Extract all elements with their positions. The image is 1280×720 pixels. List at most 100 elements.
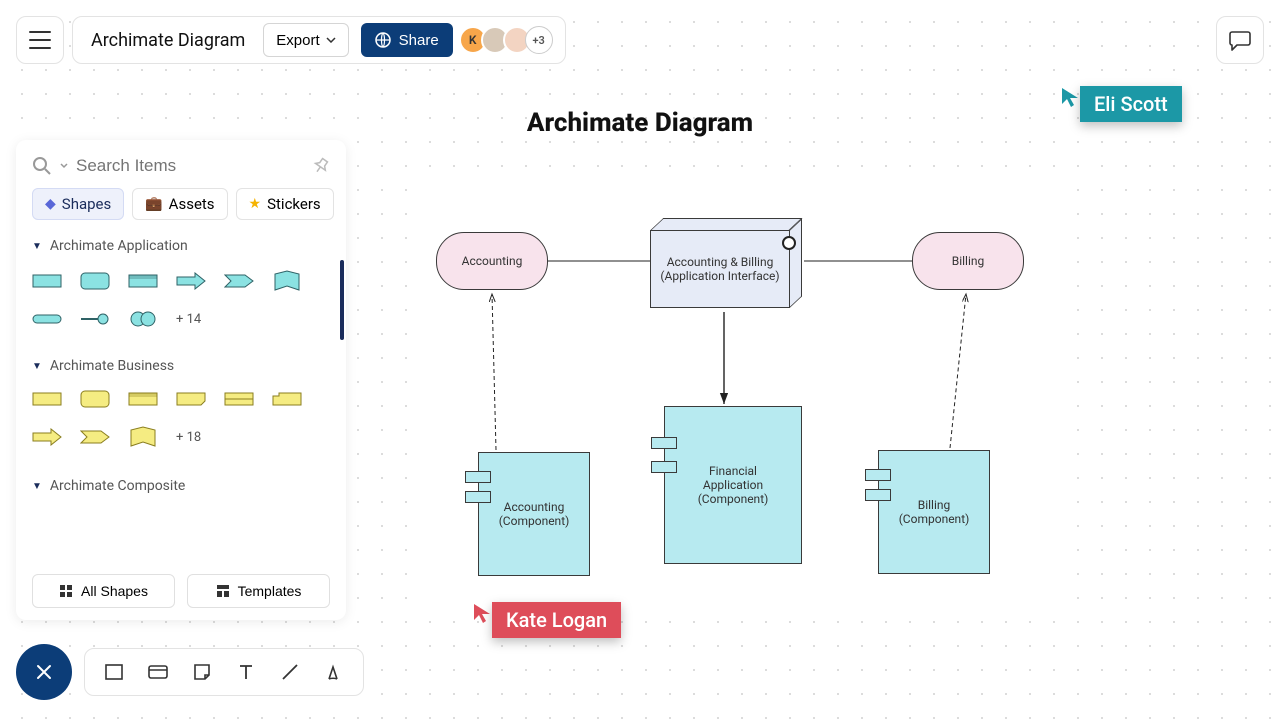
shape-swatch[interactable] bbox=[32, 390, 62, 408]
search-input[interactable] bbox=[76, 156, 304, 176]
category-business: ▼ Archimate Business + 18 bbox=[32, 354, 330, 460]
title-card: Archimate Diagram Export Share K +3 bbox=[72, 16, 566, 64]
line-tool[interactable] bbox=[277, 659, 303, 685]
component-tab-icon bbox=[465, 471, 491, 483]
document-title[interactable]: Archimate Diagram bbox=[85, 30, 251, 51]
triangle-down-icon: ▼ bbox=[32, 361, 42, 372]
diagram-title: Archimate Diagram bbox=[527, 108, 753, 138]
bottom-toolbar bbox=[16, 644, 364, 700]
sticky-note-tool[interactable] bbox=[189, 659, 215, 685]
component-tab-icon bbox=[651, 461, 677, 473]
node-sublabel: (Application Interface) bbox=[660, 269, 779, 283]
card-tool[interactable] bbox=[145, 659, 171, 685]
node-billing[interactable]: Billing bbox=[912, 232, 1024, 290]
grid-icon bbox=[59, 584, 73, 598]
category-header[interactable]: ▼ Archimate Composite bbox=[32, 474, 330, 498]
shape-swatch[interactable] bbox=[272, 390, 302, 408]
share-button[interactable]: Share bbox=[361, 23, 453, 57]
button-label: All Shapes bbox=[81, 583, 148, 599]
text-tool[interactable] bbox=[233, 659, 259, 685]
component-tab-icon bbox=[651, 437, 677, 449]
pin-icon[interactable] bbox=[312, 157, 330, 175]
rectangle-tool[interactable] bbox=[101, 659, 127, 685]
node-billing-component[interactable]: Billing (Component) bbox=[878, 450, 990, 574]
node-accounting[interactable]: Accounting bbox=[436, 232, 548, 290]
node-label: Billing bbox=[918, 498, 951, 512]
shape-swatch[interactable] bbox=[80, 310, 110, 328]
pen-tool[interactable] bbox=[321, 659, 347, 685]
search-icon bbox=[32, 156, 52, 176]
menu-button[interactable] bbox=[16, 16, 64, 64]
shape-swatch[interactable] bbox=[128, 272, 158, 290]
chevron-down-icon bbox=[60, 163, 68, 169]
component-tab-icon bbox=[465, 491, 491, 503]
shape-swatch[interactable] bbox=[128, 310, 158, 328]
globe-icon bbox=[375, 32, 391, 48]
tab-stickers[interactable]: ★ Stickers bbox=[236, 188, 334, 220]
node-label: Accounting & Billing bbox=[667, 255, 774, 269]
cursor-icon bbox=[472, 602, 492, 624]
node-sublabel: (Component) bbox=[499, 514, 570, 528]
comments-button[interactable] bbox=[1216, 16, 1264, 64]
chevron-down-icon bbox=[326, 37, 336, 43]
category-title: Archimate Application bbox=[50, 238, 188, 254]
node-interface[interactable]: Accounting & Billing (Application Interf… bbox=[650, 218, 804, 312]
shape-swatch[interactable] bbox=[128, 390, 158, 408]
user-cursor-kate: Kate Logan bbox=[472, 602, 621, 638]
close-icon bbox=[34, 662, 54, 682]
search-row bbox=[32, 152, 330, 188]
topbar: Archimate Diagram Export Share K +3 bbox=[16, 16, 1264, 64]
template-icon bbox=[216, 584, 230, 598]
cursor-icon bbox=[1060, 86, 1080, 108]
shape-swatch[interactable] bbox=[80, 390, 110, 408]
cursor-label: Eli Scott bbox=[1080, 86, 1182, 122]
node-accounting-component[interactable]: Accounting (Component) bbox=[478, 452, 590, 576]
panel-scrollbar[interactable] bbox=[340, 260, 344, 340]
tab-assets[interactable]: 💼 Assets bbox=[132, 188, 227, 220]
category-application: ▼ Archimate Application + 14 bbox=[32, 234, 330, 340]
shape-swatch[interactable] bbox=[272, 270, 302, 292]
triangle-down-icon: ▼ bbox=[32, 241, 42, 252]
export-label: Export bbox=[276, 32, 319, 49]
shape-swatch[interactable] bbox=[32, 428, 62, 446]
button-label: Templates bbox=[238, 583, 302, 599]
interface-anchor-icon bbox=[782, 236, 796, 250]
node-label: Financial bbox=[709, 464, 757, 478]
shape-swatch[interactable] bbox=[176, 272, 206, 290]
category-title: Archimate Business bbox=[50, 358, 174, 374]
node-label: Application bbox=[703, 478, 763, 492]
shape-swatch[interactable] bbox=[80, 428, 110, 446]
shape-grid: + 14 bbox=[32, 258, 330, 340]
shapes-panel: ◆ Shapes 💼 Assets ★ Stickers ▼ Archimate… bbox=[16, 140, 346, 620]
close-panel-button[interactable] bbox=[16, 644, 72, 700]
templates-button[interactable]: Templates bbox=[187, 574, 330, 608]
export-button[interactable]: Export bbox=[263, 23, 348, 57]
more-shapes-count[interactable]: + 18 bbox=[176, 430, 201, 445]
component-tab-icon bbox=[865, 469, 891, 481]
tab-label: Assets bbox=[169, 195, 215, 213]
shape-swatch[interactable] bbox=[176, 390, 206, 408]
shape-swatch[interactable] bbox=[224, 272, 254, 290]
tab-shapes[interactable]: ◆ Shapes bbox=[32, 188, 124, 220]
shape-swatch[interactable] bbox=[32, 310, 62, 328]
panel-footer: All Shapes Templates bbox=[32, 574, 330, 608]
diagram-canvas[interactable]: Accounting Billing Accounting & Billing … bbox=[410, 184, 1060, 600]
node-sublabel: (Component) bbox=[698, 492, 769, 506]
shape-swatch[interactable] bbox=[224, 390, 254, 408]
tab-label: Stickers bbox=[267, 195, 321, 213]
hamburger-icon bbox=[29, 31, 51, 49]
chat-bubble-icon bbox=[1228, 29, 1252, 51]
triangle-down-icon: ▼ bbox=[32, 481, 42, 492]
category-header[interactable]: ▼ Archimate Business bbox=[32, 354, 330, 378]
all-shapes-button[interactable]: All Shapes bbox=[32, 574, 175, 608]
shape-swatch[interactable] bbox=[32, 272, 62, 290]
component-tab-icon bbox=[865, 489, 891, 501]
node-label: Accounting bbox=[462, 254, 523, 268]
more-shapes-count[interactable]: + 14 bbox=[176, 312, 201, 327]
category-header[interactable]: ▼ Archimate Application bbox=[32, 234, 330, 258]
shape-swatch[interactable] bbox=[128, 426, 158, 448]
shape-swatch[interactable] bbox=[80, 272, 110, 290]
avatar-overflow[interactable]: +3 bbox=[525, 26, 553, 54]
share-label: Share bbox=[399, 32, 439, 49]
node-finapp-component[interactable]: Financial Application (Component) bbox=[664, 406, 802, 564]
